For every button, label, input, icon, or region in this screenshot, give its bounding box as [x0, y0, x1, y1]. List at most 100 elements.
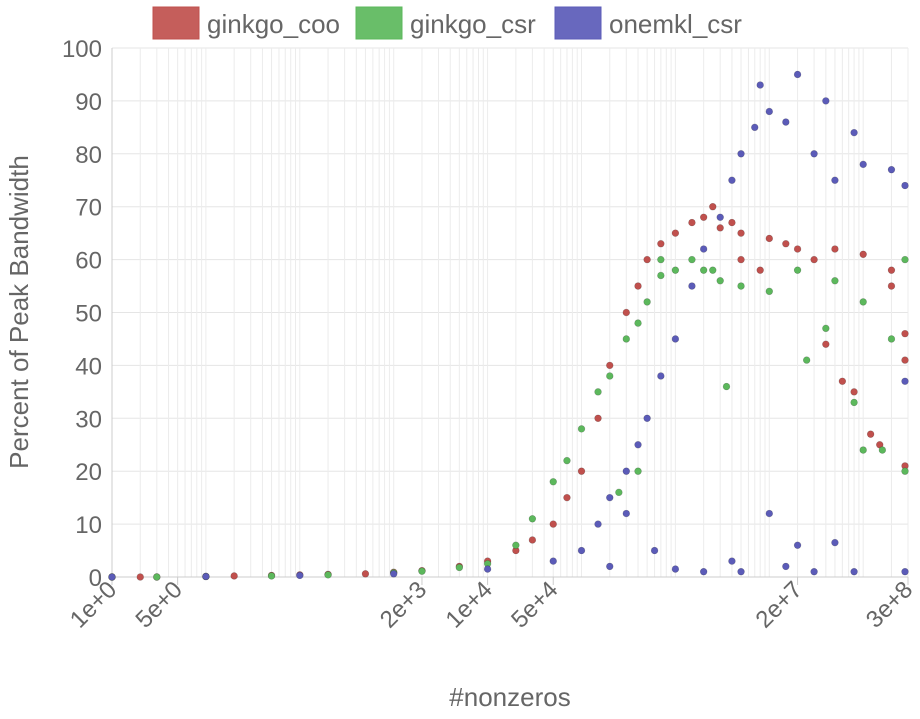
x-tick-label: 2e+7: [750, 576, 807, 633]
data-point-ginkgo_csr: [657, 255, 665, 264]
data-point-onemkl_csr: [622, 509, 631, 518]
data-point-ginkgo_coo: [136, 573, 144, 581]
data-point-ginkgo_csr: [153, 573, 161, 581]
data-point-ginkgo_coo: [594, 414, 602, 422]
data-point-onemkl_csr: [577, 546, 586, 555]
data-point-ginkgo_coo: [838, 377, 847, 385]
data-point-ginkgo_csr: [822, 324, 830, 333]
data-point-onemkl_csr: [850, 568, 858, 576]
data-point-onemkl_csr: [810, 568, 818, 576]
data-point-ginkgo_csr: [643, 298, 651, 306]
data-point-ginkgo_csr: [418, 567, 426, 575]
data-point-ginkgo_coo: [737, 255, 745, 264]
data-point-onemkl_csr: [202, 572, 210, 581]
data-point-ginkgo_coo: [765, 234, 773, 243]
x-tick-label: 1e+4: [441, 576, 498, 633]
data-point-ginkgo_csr: [793, 266, 802, 274]
data-point-onemkl_csr: [699, 568, 708, 576]
x-tick-label: 5e+4: [506, 576, 563, 633]
x-tick-label: 5e+0: [131, 576, 188, 633]
data-point-onemkl_csr: [657, 372, 665, 380]
data-point-ginkgo_coo: [709, 203, 717, 211]
data-point-ginkgo_csr: [716, 277, 724, 285]
legend-swatch-ginkgo-coo: [152, 6, 200, 40]
data-point-ginkgo_coo: [563, 493, 571, 502]
data-point-ginkgo_csr: [887, 335, 896, 343]
data-point-ginkgo_coo: [850, 388, 858, 396]
y-tick-label: 0: [89, 565, 102, 592]
data-point-onemkl_csr: [831, 176, 839, 184]
data-point-onemkl_csr: [831, 538, 839, 547]
data-point-onemkl_csr: [622, 467, 631, 475]
data-point-ginkgo_coo: [622, 308, 631, 317]
data-point-ginkgo_coo: [230, 572, 238, 580]
data-point-onemkl_csr: [389, 570, 398, 578]
data-point-ginkgo_coo: [756, 266, 764, 274]
data-point-onemkl_csr: [728, 176, 736, 184]
data-point-onemkl_csr: [887, 165, 896, 174]
data-point-onemkl_csr: [901, 377, 909, 385]
data-point-ginkgo_coo: [657, 240, 665, 248]
data-point-onemkl_csr: [859, 160, 867, 169]
data-point-onemkl_csr: [688, 282, 696, 290]
data-point-ginkgo_coo: [361, 570, 370, 578]
data-point-ginkgo_csr: [737, 282, 745, 290]
data-point-ginkgo_csr: [267, 572, 276, 580]
data-point-ginkgo_coo: [793, 245, 802, 253]
y-tick-label: 10: [75, 512, 102, 539]
legend-item-onemkl-csr[interactable]: onemkl_csr: [554, 6, 742, 40]
legend-item-ginkgo-coo[interactable]: ginkgo_coo: [152, 6, 340, 40]
data-point-onemkl_csr: [901, 181, 909, 190]
data-point-onemkl_csr: [737, 568, 745, 576]
data-point-ginkgo_csr: [577, 425, 586, 433]
data-point-onemkl_csr: [901, 568, 909, 576]
data-point-onemkl_csr: [793, 541, 802, 549]
legend-label-ginkgo-csr: ginkgo_csr: [410, 9, 536, 39]
data-point-ginkgo_csr: [859, 446, 867, 454]
data-point-onemkl_csr: [594, 520, 602, 528]
data-point-onemkl_csr: [549, 557, 557, 565]
data-point-ginkgo_coo: [831, 245, 839, 253]
data-point-ginkgo_csr: [901, 467, 909, 475]
data-point-ginkgo_coo: [606, 361, 614, 370]
data-point-onemkl_csr: [737, 150, 745, 158]
data-point-ginkgo_csr: [901, 255, 909, 264]
data-point-onemkl_csr: [296, 571, 304, 580]
y-tick-label: 40: [75, 353, 102, 380]
data-point-ginkgo_coo: [887, 282, 896, 290]
data-point-onemkl_csr: [634, 441, 642, 449]
y-axis-ticks: 0 10 20 30 40 50 60 70 80 90 100: [62, 36, 102, 592]
legend-item-ginkgo-csr[interactable]: ginkgo_csr: [355, 6, 536, 40]
data-point-ginkgo_coo: [822, 340, 830, 348]
x-axis-ticks: 1e+0 5e+0 2e+3 1e+4 5e+4 2e+7 3e+8: [65, 576, 918, 633]
data-point-ginkgo_csr: [802, 356, 811, 364]
data-point-ginkgo_coo: [901, 356, 909, 364]
data-point-onemkl_csr: [108, 573, 116, 581]
data-point-onemkl_csr: [606, 562, 614, 571]
data-point-ginkgo_coo: [866, 430, 875, 438]
data-point-ginkgo_coo: [728, 218, 736, 227]
data-point-onemkl_csr: [765, 509, 773, 518]
data-point-ginkgo_csr: [671, 266, 680, 274]
data-point-onemkl_csr: [716, 213, 724, 221]
legend: ginkgo_coo ginkgo_csr onemkl_csr: [152, 6, 742, 40]
data-point-onemkl_csr: [483, 565, 492, 573]
y-tick-label: 90: [75, 89, 102, 116]
data-point-ginkgo_csr: [634, 467, 642, 475]
data-point-onemkl_csr: [606, 493, 614, 502]
data-point-ginkgo_csr: [606, 372, 614, 380]
data-point-onemkl_csr: [699, 245, 708, 253]
data-point-ginkgo_csr: [512, 541, 520, 549]
data-point-onemkl_csr: [671, 335, 680, 343]
data-point-ginkgo_coo: [528, 536, 537, 544]
data-point-ginkgo_csr: [615, 488, 623, 497]
data-point-onemkl_csr: [782, 118, 790, 126]
data-point-ginkgo_coo: [901, 329, 909, 338]
y-tick-label: 50: [75, 301, 102, 328]
data-point-ginkgo_csr: [594, 388, 602, 396]
data-point-ginkgo_csr: [722, 382, 731, 391]
data-point-ginkgo_csr: [549, 478, 557, 486]
grid-lines: [111, 47, 909, 578]
y-tick-label: 60: [75, 248, 102, 275]
legend-swatch-onemkl-csr: [554, 6, 602, 40]
